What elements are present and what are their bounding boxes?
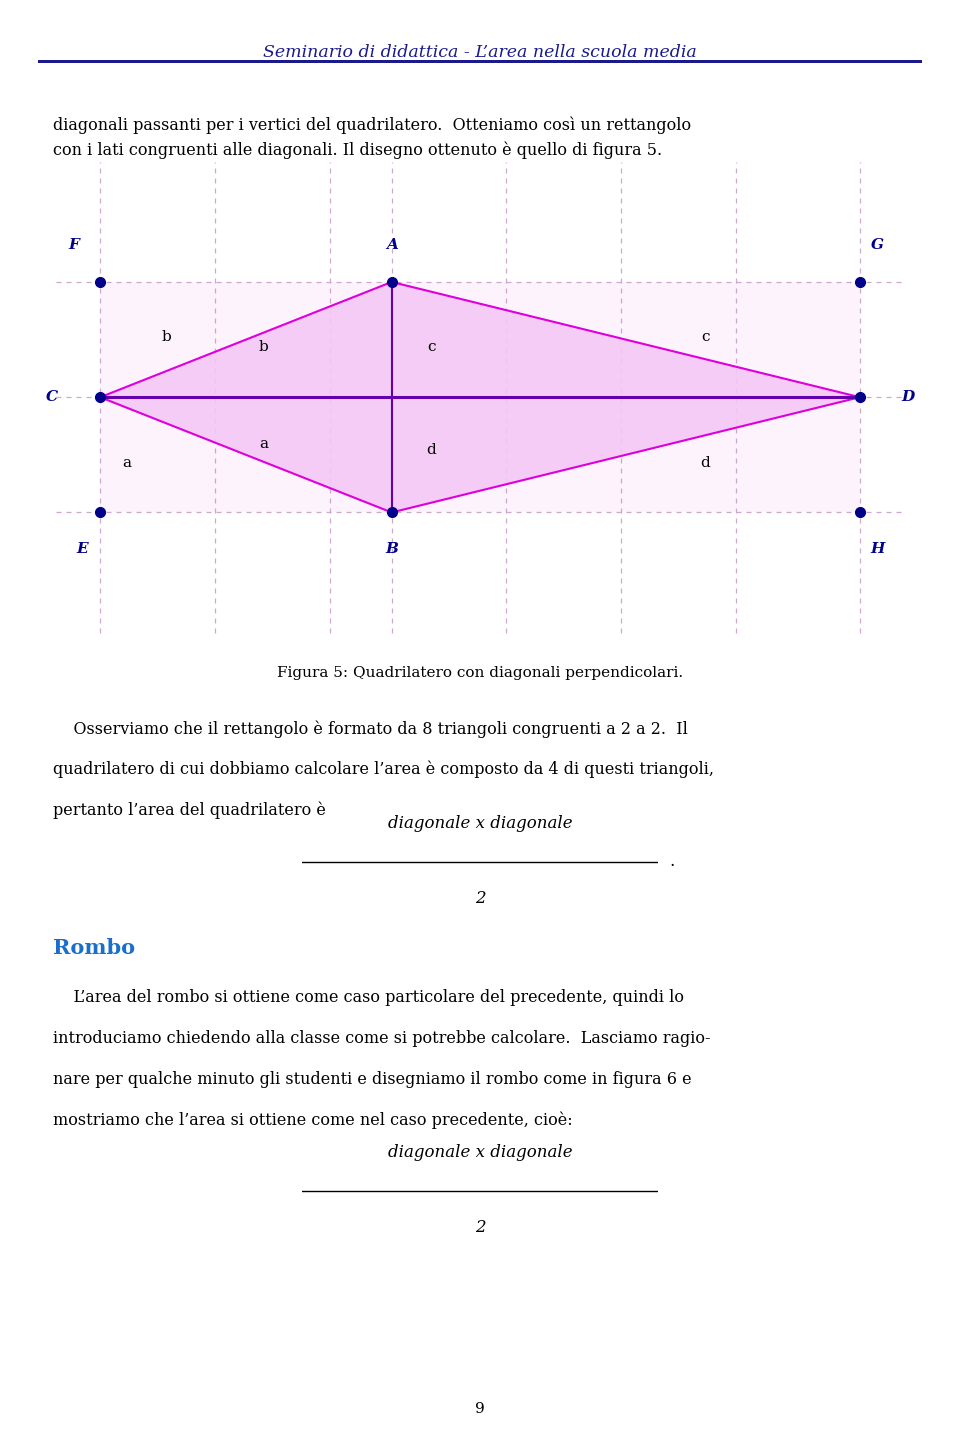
Text: Seminario di didattica - L’area nella scuola media: Seminario di didattica - L’area nella sc… bbox=[263, 44, 697, 61]
Text: Figura 5: Quadrilatero con diagonali perpendicolari.: Figura 5: Quadrilatero con diagonali per… bbox=[276, 666, 684, 681]
Text: Rombo: Rombo bbox=[53, 938, 135, 959]
Text: 2: 2 bbox=[474, 1219, 486, 1237]
Text: A: A bbox=[386, 239, 397, 252]
Text: c: c bbox=[427, 340, 436, 355]
Text: 2: 2 bbox=[474, 890, 486, 908]
Text: a: a bbox=[122, 455, 132, 470]
Text: d: d bbox=[701, 455, 710, 470]
Text: pertanto l’area del quadrilatero è: pertanto l’area del quadrilatero è bbox=[53, 802, 325, 819]
Text: b: b bbox=[161, 330, 171, 343]
Text: D: D bbox=[901, 390, 915, 404]
Text: C: C bbox=[45, 390, 58, 404]
Text: Osserviamo che il rettangolo è formato da 8 triangoli congruenti a 2 a 2.  Il: Osserviamo che il rettangolo è formato d… bbox=[53, 720, 687, 738]
Bar bbox=[100, 282, 860, 512]
Text: 9: 9 bbox=[475, 1401, 485, 1416]
Text: E: E bbox=[77, 543, 88, 556]
Polygon shape bbox=[100, 282, 860, 512]
Text: a: a bbox=[259, 438, 268, 451]
Text: .: . bbox=[669, 853, 674, 870]
Text: d: d bbox=[426, 442, 436, 457]
Text: quadrilatero di cui dobbiamo calcolare l’area è composto da 4 di questi triangol: quadrilatero di cui dobbiamo calcolare l… bbox=[53, 761, 714, 778]
Text: diagonali passanti per i vertici del quadrilatero.  Otteniamo così un rettangolo: diagonali passanti per i vertici del qua… bbox=[53, 116, 691, 160]
Text: b: b bbox=[259, 340, 269, 355]
Text: G: G bbox=[871, 239, 884, 252]
Text: nare per qualche minuto gli studenti e disegniamo il rombo come in figura 6 e: nare per qualche minuto gli studenti e d… bbox=[53, 1071, 691, 1088]
Text: L’area del rombo si ottiene come caso particolare del precedente, quindi lo: L’area del rombo si ottiene come caso pa… bbox=[53, 989, 684, 1007]
Text: c: c bbox=[701, 330, 709, 343]
Text: B: B bbox=[385, 543, 398, 556]
Text: diagonale x diagonale: diagonale x diagonale bbox=[388, 1144, 572, 1161]
Text: diagonale x diagonale: diagonale x diagonale bbox=[388, 815, 572, 832]
Text: mostriamo che l’area si ottiene come nel caso precedente, cioè:: mostriamo che l’area si ottiene come nel… bbox=[53, 1112, 572, 1129]
Text: F: F bbox=[68, 239, 79, 252]
Text: introduciamo chiedendo alla classe come si potrebbe calcolare.  Lasciamo ragio-: introduciamo chiedendo alla classe come … bbox=[53, 1030, 710, 1048]
Text: H: H bbox=[871, 543, 884, 556]
